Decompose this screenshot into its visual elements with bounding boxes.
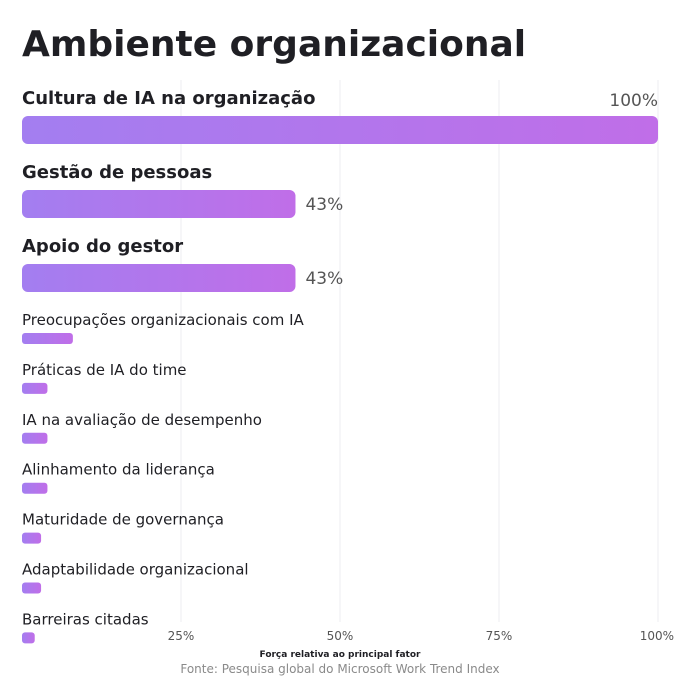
category-label: Gestão de pessoas [22, 162, 212, 183]
category-label: IA na avaliação de desempenho [22, 411, 262, 429]
value-label: 100% [609, 91, 658, 111]
x-tick-label: 50% [327, 629, 354, 643]
category-label: Barreiras citadas [22, 610, 149, 628]
x-tick-label: 75% [486, 629, 513, 643]
grid-lines [180, 80, 659, 622]
category-label: Cultura de IA na organização [22, 88, 315, 109]
x-tick-label: 100% [640, 629, 674, 643]
category-label: Preocupações organizacionais com IA [22, 311, 305, 329]
bar [22, 190, 296, 218]
bar [22, 432, 48, 444]
value-label: 43% [305, 195, 343, 215]
bar [22, 482, 48, 494]
bar [22, 264, 296, 292]
bar [22, 382, 48, 394]
bar [22, 116, 658, 144]
category-label: Alinhamento da liderança [22, 461, 215, 479]
bar [22, 582, 42, 594]
bar [22, 532, 42, 544]
x-axis-label: Força relativa ao principal fator [260, 650, 421, 660]
x-axis-ticks: 25% 50% 75% 100% [168, 629, 674, 643]
category-label: Adaptabilidade organizacional [22, 561, 249, 579]
x-tick-label: 25% [168, 629, 195, 643]
bar [22, 333, 73, 344]
bars: Cultura de IA na organização 100% Gestão d… [22, 88, 658, 644]
category-label: Apoio do gestor [22, 236, 183, 257]
category-label: Maturidade de governança [22, 511, 224, 529]
category-label: Práticas de IA do time [22, 361, 187, 379]
bar [22, 632, 35, 644]
source-note: Fonte: Pesquisa global do Microsoft Work… [180, 662, 499, 676]
value-label: 43% [305, 269, 343, 289]
chart-title: Ambiente organizacional [22, 24, 526, 65]
